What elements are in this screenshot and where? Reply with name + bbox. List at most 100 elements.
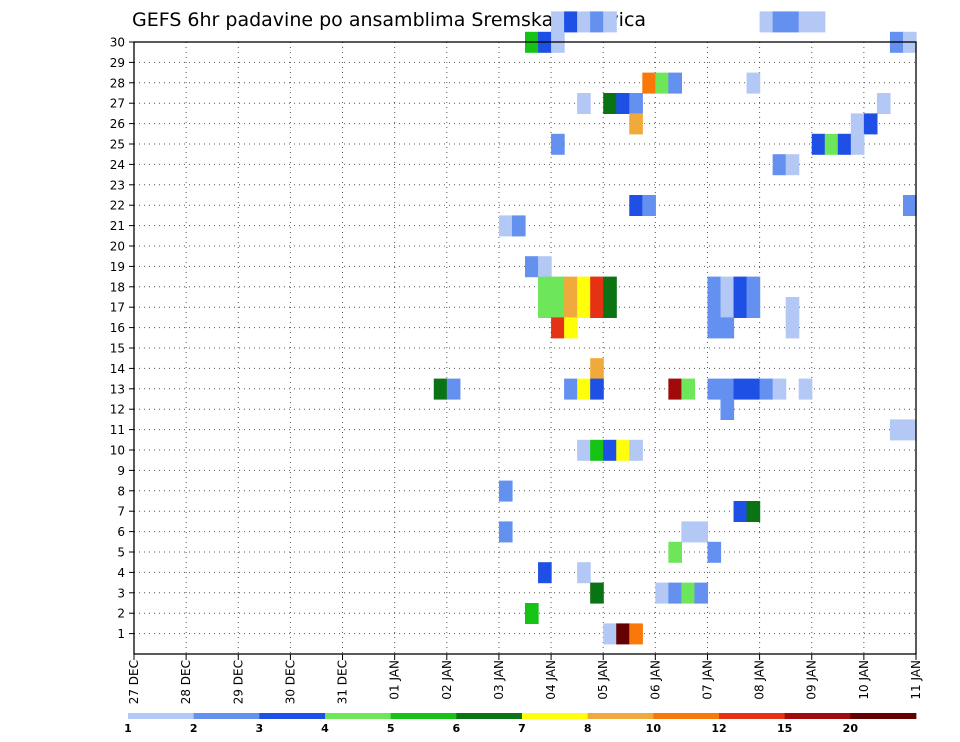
- precip-cell: [746, 378, 761, 400]
- y-tick-label: 28: [110, 76, 125, 90]
- y-tick-label: 9: [117, 464, 125, 478]
- y-tick-label: 29: [110, 56, 125, 70]
- precip-cell: [707, 378, 722, 400]
- y-tick-label: 21: [110, 219, 125, 233]
- x-tick-label: 29 DEC: [231, 660, 245, 704]
- x-tick-label: 10 JAN: [857, 660, 871, 700]
- precip-cell: [433, 378, 448, 400]
- precip-cell: [733, 276, 748, 298]
- precip-cell: [694, 521, 709, 543]
- precip-cell: [668, 541, 682, 563]
- y-tick-label: 1: [117, 627, 125, 641]
- precip-cell: [785, 11, 800, 33]
- precip-cell: [707, 297, 722, 318]
- precip-cell: [498, 215, 513, 237]
- precip-cell: [577, 439, 591, 461]
- precip-cell: [629, 623, 643, 645]
- legend-label: 15: [777, 722, 792, 735]
- precip-cell: [564, 297, 578, 318]
- precip-cell: [564, 317, 578, 339]
- precip-cell: [603, 93, 617, 114]
- y-tick-label: 30: [110, 36, 125, 50]
- precip-cell: [551, 133, 565, 155]
- precip-cell: [590, 378, 604, 400]
- precip-cell: [538, 256, 552, 278]
- legend-label: 1: [124, 722, 132, 735]
- precip-cell: [655, 72, 669, 94]
- y-tick-label: 24: [110, 158, 125, 172]
- precip-cell: [564, 378, 578, 400]
- precip-cell: [746, 72, 761, 94]
- precip-cell: [720, 378, 735, 400]
- x-tick-label: 27 DEC: [127, 660, 141, 704]
- precip-cell: [772, 378, 787, 400]
- y-tick-label: 3: [117, 586, 125, 600]
- x-tick-label: 31 DEC: [336, 660, 350, 704]
- x-tick-label: 09 JAN: [805, 660, 819, 700]
- precip-cell: [538, 276, 552, 298]
- precip-cell: [538, 297, 552, 318]
- precip-cell: [707, 317, 722, 339]
- precip-cell: [720, 276, 735, 298]
- precip-cell: [590, 358, 604, 380]
- y-tick-label: 16: [110, 321, 125, 335]
- precip-cell: [603, 439, 617, 461]
- precip-cell: [511, 215, 526, 237]
- precip-cell: [629, 113, 643, 135]
- precip-cell: [772, 154, 787, 176]
- precip-cell: [642, 72, 656, 94]
- precip-cell: [590, 276, 604, 298]
- legend-swatch: [784, 713, 851, 719]
- precip-cell: [616, 93, 630, 114]
- precip-cell: [850, 133, 865, 155]
- x-tick-label: 02 JAN: [440, 660, 454, 700]
- chart-title: GEFS 6hr padavine po ansamblima Sremska …: [132, 9, 646, 31]
- y-tick-label: 15: [110, 342, 125, 356]
- y-tick-label: 14: [110, 362, 125, 376]
- legend-swatch: [390, 713, 457, 719]
- precip-cell: [616, 623, 630, 645]
- precip-cell: [551, 276, 565, 298]
- precip-cell: [759, 378, 774, 400]
- precip-cell: [889, 419, 904, 441]
- precip-cell: [590, 297, 604, 318]
- legend-swatch: [522, 713, 589, 719]
- y-tick-label: 17: [110, 301, 125, 315]
- precip-cell: [681, 378, 696, 400]
- precip-cell: [681, 582, 696, 604]
- precip-cell: [798, 378, 813, 400]
- precip-cell: [837, 133, 852, 155]
- precip-cell: [603, 623, 617, 645]
- y-tick-label: 11: [110, 423, 125, 437]
- y-tick-label: 23: [110, 178, 125, 192]
- precip-cell: [720, 297, 735, 318]
- precip-cell: [603, 297, 617, 318]
- precip-cell: [902, 195, 917, 216]
- precip-cell: [577, 562, 591, 584]
- legend-label: 2: [190, 722, 198, 735]
- precip-cell: [733, 297, 748, 318]
- x-tick-label: 11 JAN: [909, 660, 923, 700]
- precip-cell: [577, 93, 591, 114]
- y-tick-label: 8: [117, 484, 125, 498]
- precip-cell: [655, 582, 669, 604]
- y-tick-label: 6: [117, 525, 125, 539]
- precip-cell: [668, 378, 682, 400]
- precip-cell: [811, 133, 826, 155]
- precip-cell: [590, 11, 604, 33]
- precip-cell: [746, 276, 761, 298]
- precip-cell: [525, 256, 539, 278]
- legend-swatch: [850, 713, 917, 719]
- legend-swatch: [259, 713, 326, 719]
- precip-cell: [564, 276, 578, 298]
- y-tick-label: 18: [110, 280, 125, 294]
- legend-swatch: [325, 713, 392, 719]
- legend-label: 5: [387, 722, 395, 735]
- x-tick-label: 28 DEC: [179, 660, 193, 704]
- precip-cell: [498, 480, 513, 502]
- y-tick-label: 20: [110, 240, 125, 254]
- precip-cell: [603, 11, 617, 33]
- legend-swatch: [128, 713, 195, 719]
- y-tick-label: 26: [110, 117, 125, 131]
